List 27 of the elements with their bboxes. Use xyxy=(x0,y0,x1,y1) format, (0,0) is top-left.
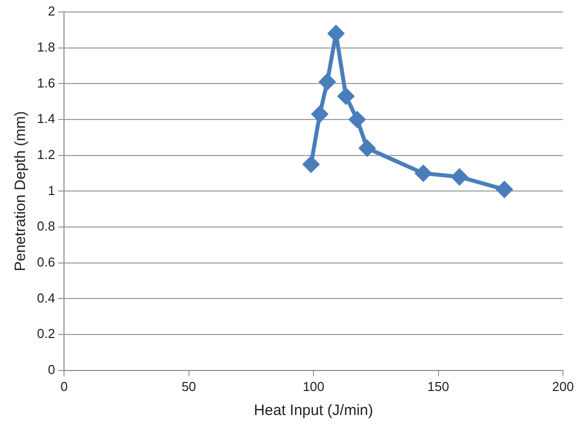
y-tick-label: 1.8 xyxy=(36,39,56,54)
y-axis-title: Penetration Depth (mm) xyxy=(12,111,30,272)
y-tick-label: 1.6 xyxy=(36,75,56,90)
x-tick-label: 100 xyxy=(302,378,324,394)
x-tick-label: 200 xyxy=(552,378,574,394)
y-tick-label: 2 xyxy=(48,4,56,19)
y-tick-label: 1 xyxy=(48,182,56,198)
point xyxy=(303,156,320,172)
point xyxy=(359,140,376,156)
y-tick-label: 0 xyxy=(48,362,56,377)
point xyxy=(349,112,366,128)
y-tick-label: 0.8 xyxy=(36,218,56,234)
point xyxy=(451,168,468,185)
y-tick-label: 1.2 xyxy=(36,146,56,162)
point xyxy=(312,106,328,122)
point xyxy=(415,165,432,182)
y-tick-label: 0.2 xyxy=(36,326,56,342)
point xyxy=(496,181,512,198)
point xyxy=(319,74,336,90)
x-tick-label: 0 xyxy=(60,378,68,394)
y-tick-label: 0.6 xyxy=(36,254,56,270)
x-tick-label: 50 xyxy=(182,378,196,394)
point xyxy=(338,88,354,104)
x-tick-label: 150 xyxy=(427,378,450,394)
x-axis-title: Heat Input (J/min) xyxy=(254,402,374,420)
y-tick-label: 0.4 xyxy=(36,290,56,306)
y-tick-label: 1.4 xyxy=(36,111,56,126)
